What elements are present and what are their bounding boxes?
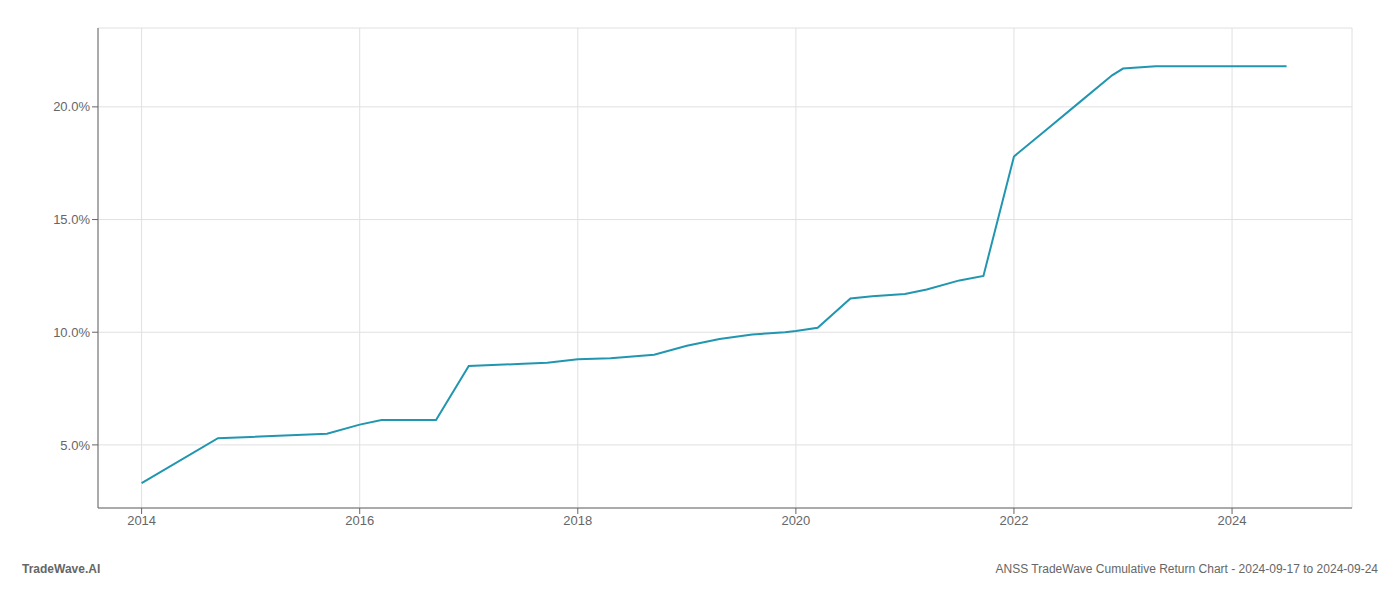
svg-text:2024: 2024 — [1218, 513, 1247, 528]
svg-text:15.0%: 15.0% — [53, 212, 90, 227]
svg-text:2016: 2016 — [345, 513, 374, 528]
html-text:TradeWave.AI: TradeWave.AI — [22, 562, 101, 576]
svg-text:2014: 2014 — [127, 513, 156, 528]
svg-text:10.0%: 10.0% — [53, 325, 90, 340]
html-text:ANSS TradeWave Cumulative Retu: ANSS TradeWave Cumulative Return Chart -… — [995, 562, 1378, 576]
svg-text:2022: 2022 — [1000, 513, 1029, 528]
svg-text:2020: 2020 — [781, 513, 810, 528]
svg-text:5.0%: 5.0% — [60, 438, 90, 453]
svg-text:20.0%: 20.0% — [53, 99, 90, 114]
svg-text:2018: 2018 — [563, 513, 592, 528]
